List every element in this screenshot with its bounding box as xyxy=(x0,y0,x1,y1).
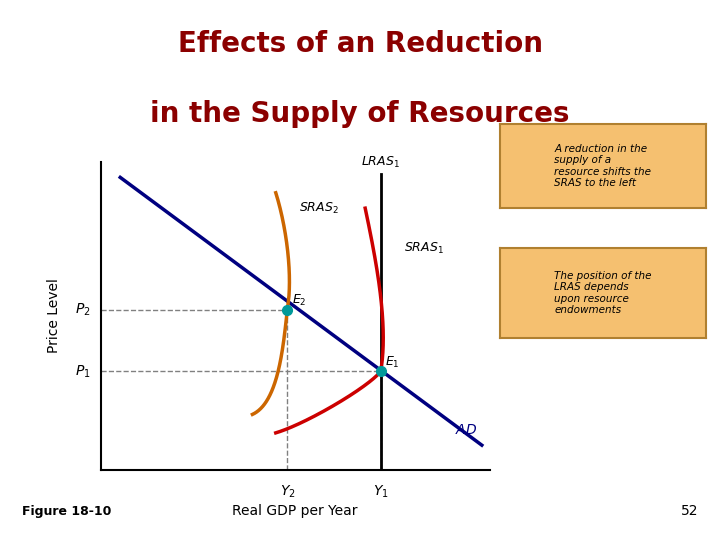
Text: The position of the
LRAS depends
upon resource
endowments: The position of the LRAS depends upon re… xyxy=(554,271,652,315)
Text: $SRAS_2$: $SRAS_2$ xyxy=(299,201,339,215)
Text: 52: 52 xyxy=(681,504,698,518)
Text: $Y_1$: $Y_1$ xyxy=(373,484,389,500)
Text: Price Level: Price Level xyxy=(47,279,61,353)
Text: $E_2$: $E_2$ xyxy=(292,293,307,308)
Text: $LRAS_1$: $LRAS_1$ xyxy=(361,154,400,170)
Text: A reduction in the
supply of a
resource shifts the
SRAS to the left: A reduction in the supply of a resource … xyxy=(554,144,652,188)
Text: $AD$: $AD$ xyxy=(454,423,477,437)
Text: $E_1$: $E_1$ xyxy=(385,355,400,370)
Text: Real GDP per Year: Real GDP per Year xyxy=(233,504,358,518)
Text: $Y_2$: $Y_2$ xyxy=(279,484,295,500)
Text: $P_2$: $P_2$ xyxy=(76,301,91,318)
Text: $P_1$: $P_1$ xyxy=(76,363,91,380)
Text: Effects of an Reduction: Effects of an Reduction xyxy=(178,30,542,58)
Text: Figure 18-10: Figure 18-10 xyxy=(22,505,111,518)
Text: in the Supply of Resources: in the Supply of Resources xyxy=(150,100,570,128)
Text: $SRAS_1$: $SRAS_1$ xyxy=(404,241,444,256)
